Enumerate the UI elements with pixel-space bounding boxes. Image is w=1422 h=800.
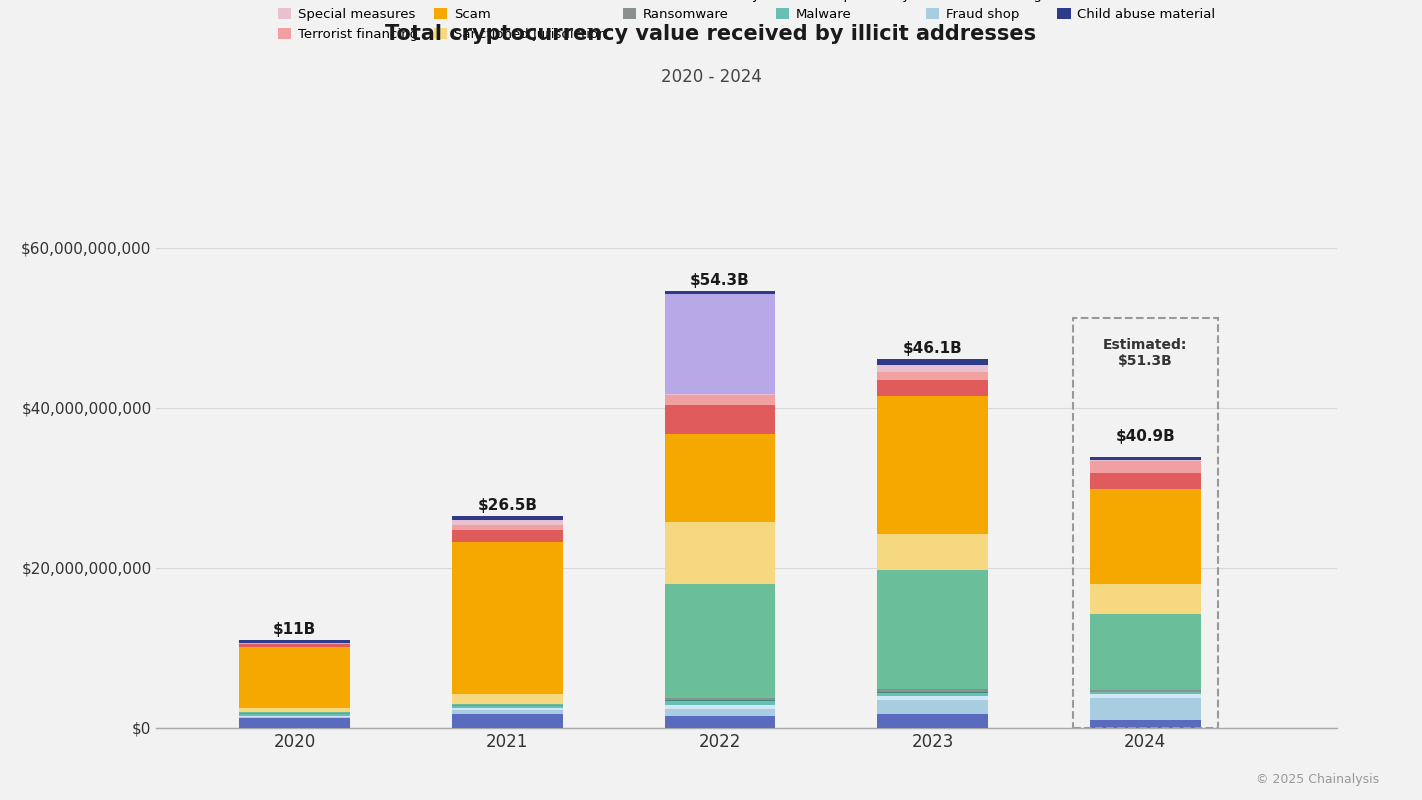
Bar <box>664 705 775 709</box>
Bar <box>239 713 350 714</box>
Bar <box>1091 584 1200 614</box>
Bar <box>452 714 563 728</box>
Bar <box>239 718 350 728</box>
Bar <box>664 395 775 405</box>
Bar <box>1091 474 1200 490</box>
Text: $26.5B: $26.5B <box>478 498 538 513</box>
Bar <box>1091 698 1200 720</box>
Text: $11B: $11B <box>273 622 316 637</box>
Bar <box>664 434 775 522</box>
Bar <box>877 692 988 693</box>
Bar <box>664 716 775 728</box>
Bar <box>877 693 988 696</box>
Bar <box>1091 692 1200 694</box>
Text: $54.3B: $54.3B <box>690 273 749 288</box>
Bar <box>239 709 350 713</box>
Text: $46.1B: $46.1B <box>903 341 963 356</box>
Bar <box>452 706 563 708</box>
Bar <box>452 542 563 694</box>
Bar <box>877 359 988 365</box>
Bar <box>877 372 988 380</box>
Bar <box>877 396 988 534</box>
Bar <box>664 709 775 716</box>
Bar <box>452 694 563 704</box>
Bar <box>452 710 563 714</box>
Text: © 2025 Chainalysis: © 2025 Chainalysis <box>1256 773 1379 786</box>
Bar <box>664 700 775 701</box>
Bar <box>1091 690 1200 691</box>
Bar <box>664 522 775 584</box>
Bar <box>664 394 775 395</box>
Bar <box>1074 318 1217 728</box>
Bar <box>877 380 988 396</box>
Bar <box>239 714 350 716</box>
Bar <box>452 530 563 542</box>
Text: Total cryptocurrency value received by illicit addresses: Total cryptocurrency value received by i… <box>385 24 1037 44</box>
Bar <box>239 717 350 718</box>
Text: Estimated:
$51.3B: Estimated: $51.3B <box>1103 338 1187 368</box>
Bar <box>239 716 350 717</box>
Bar <box>452 704 563 706</box>
Bar <box>877 534 988 570</box>
Bar <box>239 643 350 644</box>
Bar <box>664 405 775 434</box>
Bar <box>664 698 775 700</box>
Bar <box>877 696 988 700</box>
Bar <box>877 714 988 728</box>
Bar <box>664 291 775 294</box>
Bar <box>664 701 775 705</box>
Bar <box>877 365 988 372</box>
Bar <box>877 700 988 714</box>
Bar <box>239 640 350 643</box>
Bar <box>1091 720 1200 728</box>
Bar <box>877 570 988 689</box>
Text: $40.9B: $40.9B <box>1115 429 1175 443</box>
Bar <box>1091 490 1200 584</box>
Bar <box>1091 460 1200 461</box>
Text: 2020 - 2024: 2020 - 2024 <box>661 68 761 86</box>
Bar <box>1091 694 1200 698</box>
Bar <box>452 520 563 526</box>
Bar <box>1091 614 1200 690</box>
Bar <box>1091 457 1200 460</box>
Bar <box>877 689 988 692</box>
Bar <box>452 525 563 530</box>
Legend: FTX creditor claim, Special measures, Terrorist financing, Stolen funds, Scam, S: FTX creditor claim, Special measures, Te… <box>277 0 1216 41</box>
Bar <box>239 646 350 709</box>
Bar <box>664 584 775 698</box>
Bar <box>239 644 350 646</box>
Bar <box>452 516 563 520</box>
Bar <box>1091 461 1200 474</box>
Bar <box>452 708 563 710</box>
Bar <box>664 294 775 394</box>
